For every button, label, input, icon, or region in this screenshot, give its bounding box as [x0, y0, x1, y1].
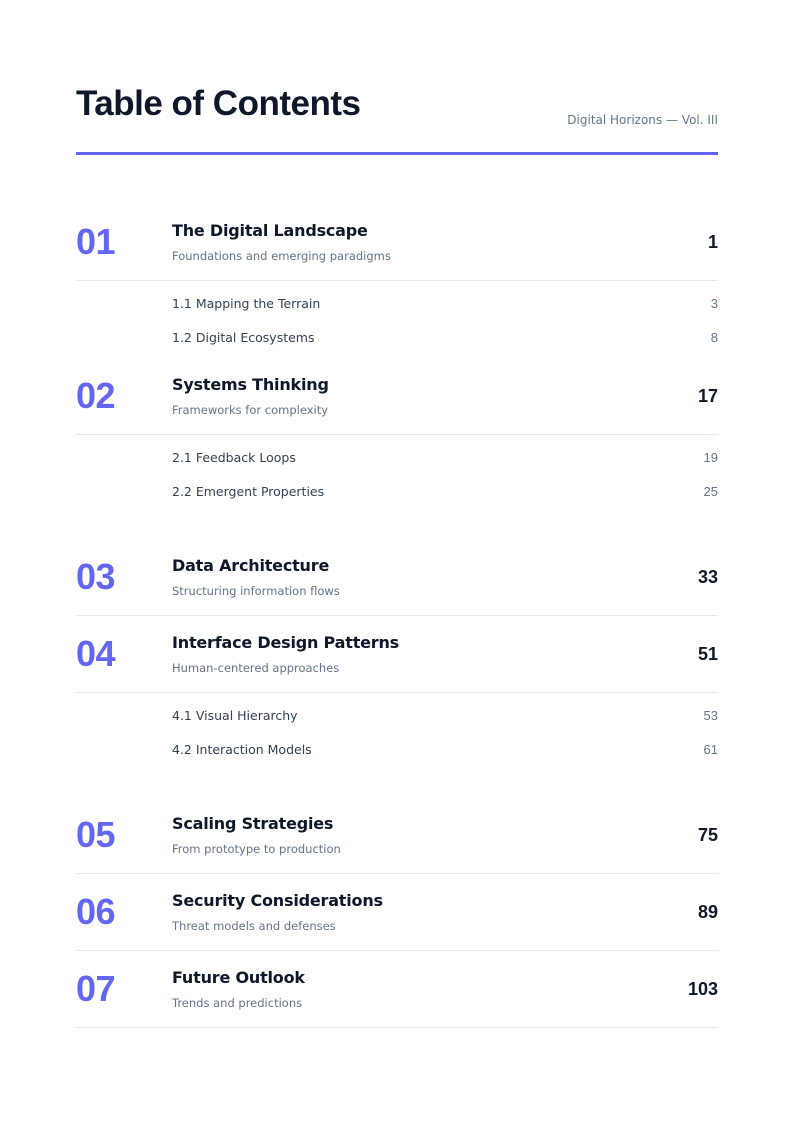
- section-list: 4.1 Visual Hierarchy 53 4.2 Interaction …: [76, 693, 718, 767]
- section-entry[interactable]: 4.1 Visual Hierarchy 53: [76, 699, 718, 733]
- chapter-description: From prototype to production: [172, 842, 341, 856]
- chapter-entry-05[interactable]: 05 Scaling Strategies From prototype to …: [76, 805, 718, 874]
- section-page-number: 3: [710, 296, 718, 311]
- chapter-entry-03[interactable]: 03 Data Architecture Structuring informa…: [76, 547, 718, 616]
- chapter-page-number: 33: [697, 567, 718, 587]
- chapter-number: 06: [76, 891, 116, 932]
- chapter-entry-06[interactable]: 06 Security Considerations Threat models…: [76, 882, 718, 951]
- chapter-title[interactable]: Security Considerations: [172, 891, 383, 910]
- chapter-description: Structuring information flows: [172, 584, 340, 598]
- section-page-number: 61: [703, 742, 718, 757]
- chapter-page-number: 51: [697, 644, 718, 664]
- chapter-description: Human-centered approaches: [172, 661, 340, 675]
- chapter-page-number: 89: [697, 902, 718, 922]
- chapter-description: Threat models and defenses: [172, 919, 336, 933]
- section-label: 1.1 Mapping the Terrain: [172, 296, 321, 311]
- section-label: 4.1 Visual Hierarchy: [172, 708, 298, 723]
- chapter-title[interactable]: Interface Design Patterns: [172, 633, 400, 652]
- chapter-description: Frameworks for complexity: [172, 403, 329, 417]
- section-page-number: 25: [703, 484, 718, 499]
- chapter-entry-04[interactable]: 04 Interface Design Patterns Human-cente…: [76, 624, 718, 693]
- chapter-number: 03: [76, 556, 116, 597]
- section-list: 2.1 Feedback Loops 19 2.2 Emergent Prope…: [76, 435, 718, 509]
- chapter-title[interactable]: Scaling Strategies: [172, 814, 334, 833]
- chapter-number: 04: [76, 633, 116, 674]
- section-entry[interactable]: 1.1 Mapping the Terrain 3: [76, 287, 718, 321]
- section-entry[interactable]: 2.1 Feedback Loops 19: [76, 441, 718, 475]
- section-entry[interactable]: 4.2 Interaction Models 61: [76, 733, 718, 767]
- chapter-entry-01[interactable]: 01 The Digital Landscape Foundations and…: [76, 212, 718, 281]
- chapter-number: 02: [76, 375, 116, 416]
- toc-group: 05 Scaling Strategies From prototype to …: [76, 805, 718, 1028]
- chapter-title[interactable]: Systems Thinking: [172, 375, 329, 394]
- chapter-description: Trends and predictions: [172, 996, 303, 1010]
- toc-group: 03 Data Architecture Structuring informa…: [76, 547, 718, 767]
- toc-header: Table of Contents Digital Horizons — Vol…: [76, 82, 718, 156]
- chapter-title[interactable]: Data Architecture: [172, 556, 330, 575]
- chapter-number: 07: [76, 968, 116, 1009]
- chapter-page-number: 17: [697, 386, 718, 406]
- section-label: 2.2 Emergent Properties: [172, 484, 325, 499]
- chapter-entry-02[interactable]: 02 Systems Thinking Frameworks for compl…: [76, 366, 718, 435]
- toc-list: 01 The Digital Landscape Foundations and…: [76, 212, 718, 1028]
- chapter-number: 05: [76, 814, 116, 855]
- section-page-number: 8: [710, 330, 718, 345]
- chapter-description: Foundations and emerging paradigms: [172, 249, 391, 263]
- toc-group: 01 The Digital Landscape Foundations and…: [76, 212, 718, 509]
- section-page-number: 53: [703, 708, 718, 723]
- section-list: 1.1 Mapping the Terrain 3 1.2 Digital Ec…: [76, 281, 718, 355]
- section-label: 4.2 Interaction Models: [172, 742, 312, 757]
- header-rule: [76, 152, 718, 155]
- section-page-number: 19: [703, 450, 718, 465]
- chapter-page-number: 1: [707, 232, 718, 252]
- section-label: 1.2 Digital Ecosystems: [172, 330, 315, 345]
- publication-subtitle: Digital Horizons — Vol. III: [567, 113, 718, 127]
- section-label: 2.1 Feedback Loops: [172, 450, 296, 465]
- chapter-number: 01: [76, 221, 116, 262]
- chapter-title[interactable]: The Digital Landscape: [172, 221, 368, 240]
- chapter-entry-07[interactable]: 07 Future Outlook Trends and predictions…: [76, 959, 718, 1028]
- chapter-page-number: 75: [697, 825, 718, 845]
- page-title: Table of Contents: [76, 84, 361, 123]
- section-entry[interactable]: 1.2 Digital Ecosystems 8: [76, 321, 718, 355]
- section-entry[interactable]: 2.2 Emergent Properties 25: [76, 475, 718, 509]
- chapter-page-number: 103: [687, 979, 718, 999]
- chapter-title[interactable]: Future Outlook: [172, 968, 305, 987]
